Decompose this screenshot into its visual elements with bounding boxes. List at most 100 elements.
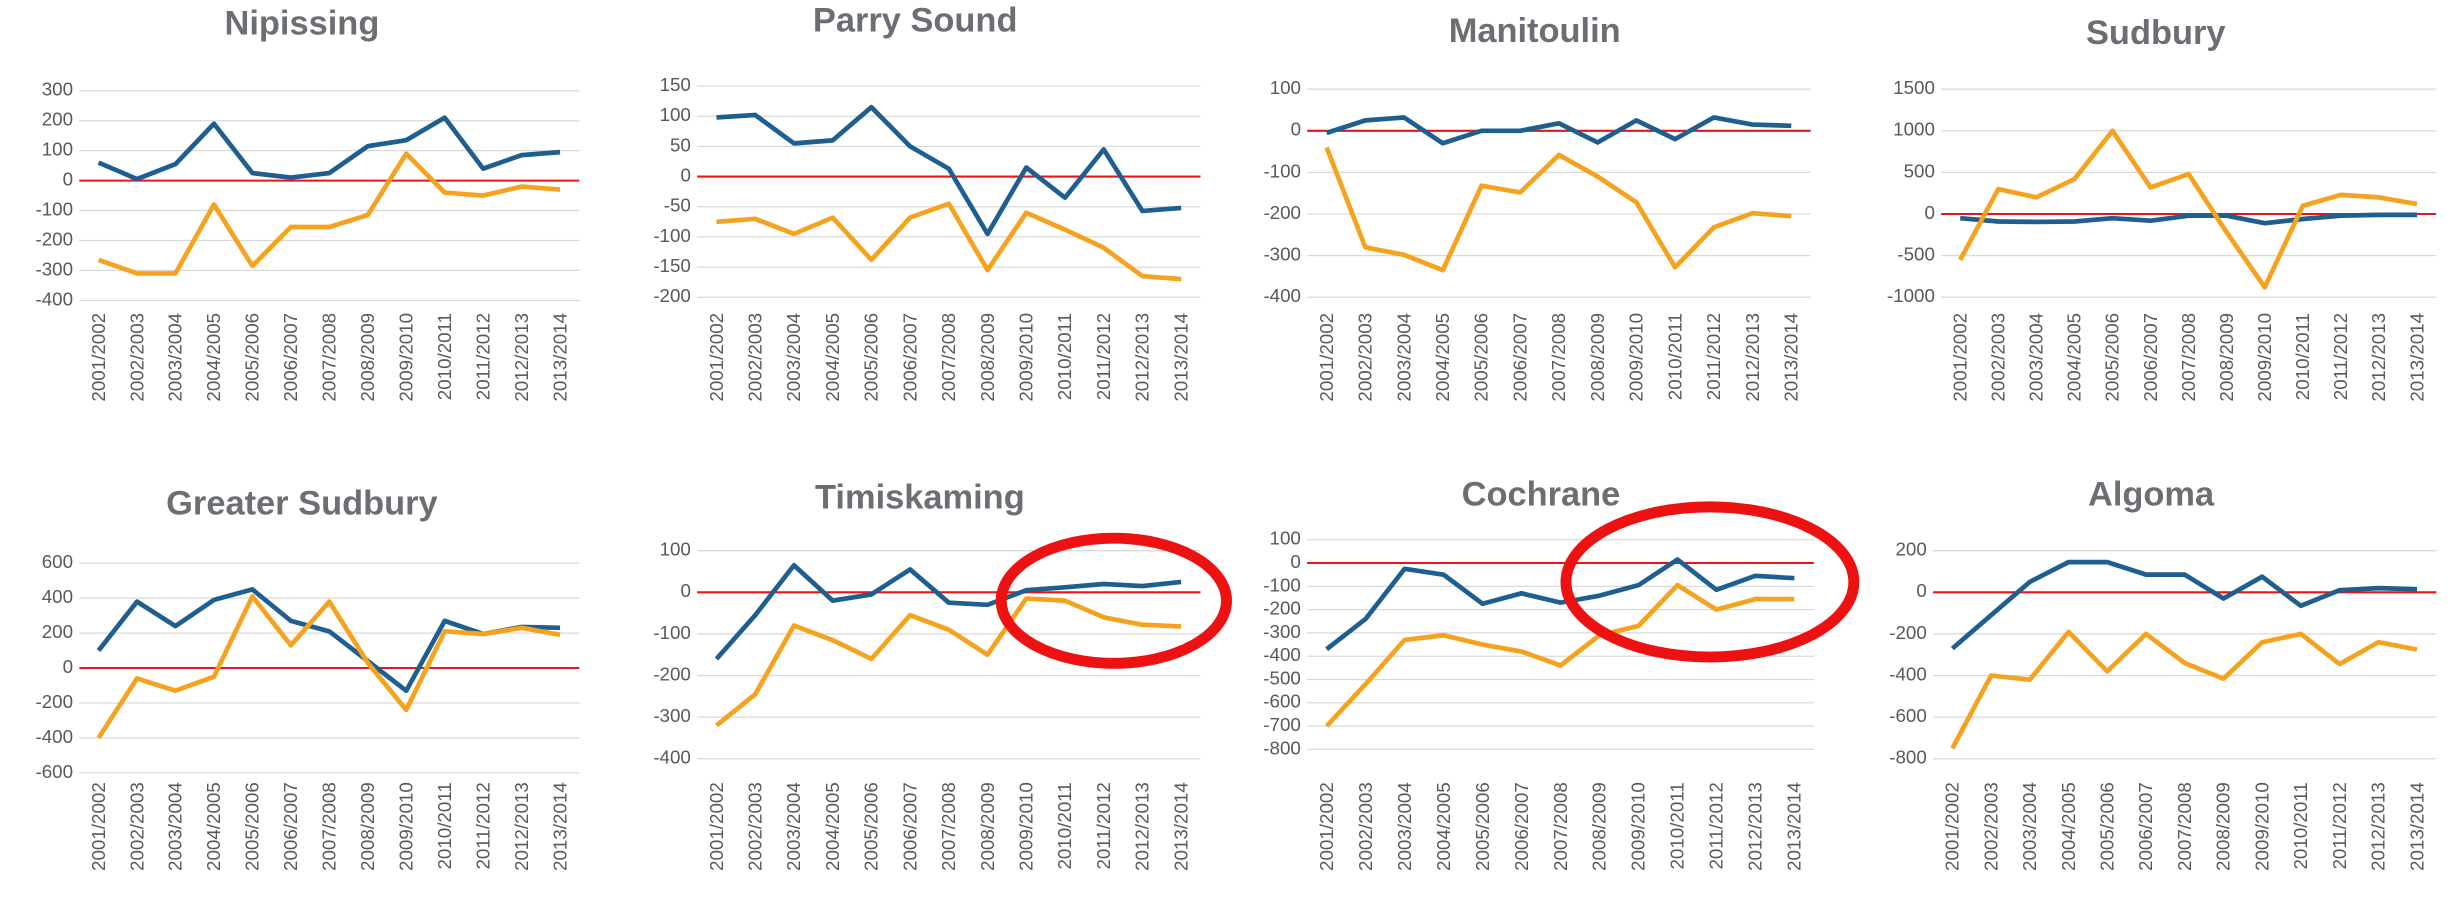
series-line: [1950, 559, 2418, 651]
x-tick-label: 2011/2012: [1703, 313, 1724, 400]
y-tick-label: -1000: [1887, 285, 1935, 306]
x-tick-label: 2007/2008: [938, 313, 959, 402]
x-tick-label: 2010/2011: [1664, 313, 1685, 400]
y-tick-label: -200: [36, 691, 74, 712]
y-tick-label: -500: [1897, 244, 1935, 265]
x-tick-label: 2003/2004: [165, 782, 186, 871]
x-tick-label: 2005/2006: [1471, 313, 1492, 402]
x-tick-label: 2003/2004: [783, 313, 804, 402]
y-tick-label: -400: [653, 747, 691, 768]
x-tick-label: 2010/2011: [1054, 782, 1075, 869]
x-tick-label: 2001/2002: [1942, 782, 1963, 871]
x-tick-label: 2002/2003: [126, 782, 147, 871]
y-tick-label: -100: [653, 622, 691, 643]
y-tick-label: -100: [1263, 574, 1301, 595]
chart-title: Greater Sudbury: [166, 485, 438, 523]
x-tick-label: 2002/2003: [1355, 782, 1376, 871]
y-tick-label: -50: [664, 195, 691, 216]
x-tick-label: 2011/2012: [2329, 782, 2350, 869]
x-tick-label: 2011/2012: [1093, 782, 1114, 869]
x-tick-label: 2013/2014: [1170, 782, 1191, 871]
x-tick-label: 2012/2013: [1132, 313, 1153, 402]
line-chart: Manitoulin 100 0 -100 -200 -300 -400 2001/2002 2…: [1263, 12, 1811, 402]
y-tick-label: -100: [36, 198, 74, 219]
y-tick-label: -400: [1263, 644, 1301, 665]
y-tick-label: -200: [1263, 598, 1301, 619]
x-tick-label: 2008/2009: [977, 313, 998, 402]
x-tick-label: 2010/2011: [2290, 782, 2311, 869]
series-line: [1325, 557, 1795, 652]
x-tick-label: 2004/2005: [1433, 782, 1454, 871]
x-tick-label: 2010/2011: [2292, 313, 2313, 400]
series-line: [716, 104, 1182, 237]
line-chart: Timiskaming 100 0 -100 -200 -300 -400 2001/2002…: [653, 478, 1201, 871]
chart-title: Sudbury: [2086, 14, 2226, 52]
x-tick-label: 2011/2012: [2330, 313, 2351, 400]
x-tick-label: 2012/2013: [2368, 782, 2389, 871]
y-tick-label: 0: [680, 580, 690, 601]
y-tick-label: 100: [1270, 528, 1301, 549]
line-chart: Sudbury 1500 1000 500 0 -500 -1000 2001/2002 200…: [1887, 14, 2437, 402]
y-tick-label: 200: [42, 621, 73, 642]
x-tick-label: 2006/2007: [1511, 782, 1532, 871]
x-tick-label: 2004/2005: [203, 782, 224, 871]
x-tick-label: 2010/2011: [434, 782, 455, 869]
x-tick-label: 2002/2003: [126, 313, 147, 402]
highlight-ellipse: [1560, 501, 1860, 663]
y-tick-label: -600: [1263, 691, 1301, 712]
x-tick-label: 2009/2010: [395, 782, 416, 871]
y-tick-label: -200: [653, 285, 691, 306]
x-tick-label: 2010/2011: [434, 313, 455, 400]
x-tick-label: 2003/2004: [1394, 782, 1415, 871]
x-tick-label: 2005/2006: [242, 782, 263, 871]
series-line: [714, 562, 1182, 661]
y-tick-label: -300: [653, 705, 691, 726]
x-tick-label: 2008/2009: [357, 782, 378, 871]
x-tick-label: 2011/2012: [472, 782, 493, 869]
y-tick-label: -100: [653, 225, 691, 246]
x-tick-label: 2012/2013: [1132, 782, 1153, 871]
x-tick-label: 2009/2010: [2254, 313, 2275, 402]
y-tick-label: -500: [1263, 667, 1301, 688]
y-tick-label: 100: [1270, 77, 1301, 98]
y-tick-label: -200: [1263, 202, 1301, 223]
x-tick-label: 2006/2007: [280, 313, 301, 402]
x-tick-label: 2006/2007: [2140, 313, 2161, 402]
x-tick-label: 2013/2014: [2406, 313, 2427, 402]
x-tick-label: 2001/2002: [1316, 782, 1337, 871]
x-tick-label: 2009/2010: [1626, 313, 1647, 402]
y-tick-label: 100: [42, 139, 73, 160]
x-tick-label: 2009/2010: [2251, 782, 2272, 871]
y-tick-label: -400: [36, 726, 74, 747]
x-tick-label: 2001/2002: [1949, 313, 1970, 402]
x-tick-label: 2006/2007: [2135, 782, 2156, 871]
x-tick-label: 2009/2010: [395, 313, 416, 402]
x-tick-label: 2010/2011: [1667, 782, 1688, 869]
x-tick-label: 2003/2004: [1393, 313, 1414, 402]
series-line: [1324, 146, 1792, 273]
chart-title: Timiskaming: [815, 478, 1025, 516]
series-line: [1958, 128, 2418, 290]
chart-title: Manitoulin: [1449, 12, 1621, 50]
highlight-ellipse: [995, 532, 1232, 669]
series-line: [97, 151, 561, 276]
x-tick-label: 2008/2009: [1587, 313, 1608, 402]
x-tick-label: 2005/2006: [1472, 782, 1493, 871]
x-tick-label: 2004/2005: [1432, 313, 1453, 402]
series-line: [716, 201, 1182, 282]
x-tick-label: 2007/2008: [319, 313, 340, 402]
x-tick-label: 2008/2009: [357, 313, 378, 402]
y-tick-label: 200: [42, 109, 73, 130]
y-tick-label: -600: [36, 761, 74, 782]
x-tick-label: 2007/2008: [1550, 782, 1571, 871]
line-chart: Greater Sudbury 600 400 200 0 -200 -400 -600 200…: [36, 485, 580, 871]
y-tick-label: -300: [1263, 244, 1301, 265]
x-tick-label: 2004/2005: [2064, 313, 2085, 402]
x-tick-label: 2012/2013: [511, 313, 532, 402]
series-line: [1960, 212, 2418, 226]
x-tick-label: 2013/2014: [1170, 313, 1191, 402]
chart-title: Cochrane: [1462, 475, 1621, 513]
x-tick-label: 2005/2006: [861, 782, 882, 871]
x-tick-label: 2007/2008: [2178, 313, 2199, 402]
y-tick-label: 150: [660, 74, 691, 95]
